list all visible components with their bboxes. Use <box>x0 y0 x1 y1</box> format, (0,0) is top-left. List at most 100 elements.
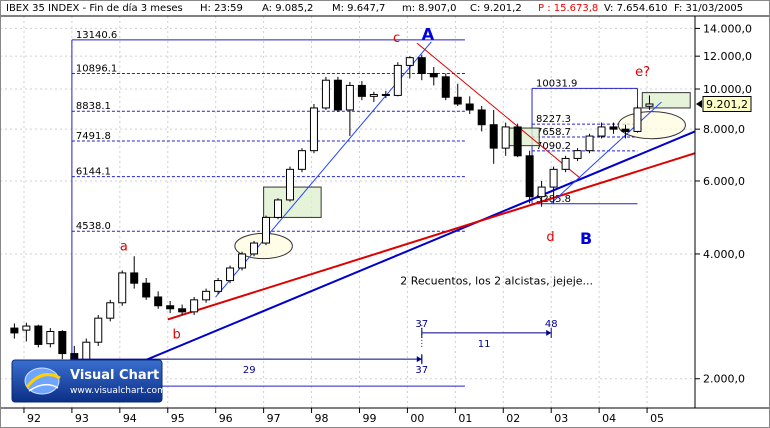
annotation-text: 2 Recuentos, los 2 alcistas, jejeje... <box>400 274 593 287</box>
candle <box>250 240 259 257</box>
header-hour: H: 23:59 <box>200 3 243 14</box>
candle-body <box>645 103 654 107</box>
header-symbol: IBEX 35 INDEX <box>6 3 80 14</box>
fib-level-label: 7491.8 <box>76 131 111 142</box>
y-tick-label: 8.000,0 <box>703 123 745 136</box>
candle-body <box>285 168 294 201</box>
candle-body <box>549 168 558 188</box>
x-tick-label: 95 <box>171 412 185 425</box>
trendline-red-downline <box>416 42 581 179</box>
visualchart-logo: Visual Chart www.visualchart.com <box>11 359 166 403</box>
candle <box>226 265 235 284</box>
candle <box>10 323 19 339</box>
candle-body <box>297 150 306 170</box>
fib-level-label: 8227.3 <box>536 114 571 125</box>
fib-level-label: 10031.9 <box>536 78 577 89</box>
highlight-box <box>641 92 691 109</box>
wave-label: e? <box>635 65 650 80</box>
candle <box>166 301 175 314</box>
candle-body <box>333 79 342 111</box>
candle <box>513 123 522 158</box>
candle <box>465 96 474 115</box>
candle <box>94 314 103 346</box>
candle-body <box>262 216 271 244</box>
candle <box>645 95 654 110</box>
candle-body <box>609 126 618 130</box>
wave-label: c <box>393 31 400 46</box>
trendline-blue-rise2 <box>550 101 662 204</box>
header-date: F: 31/03/2005 <box>674 3 743 14</box>
candle-body <box>10 327 19 334</box>
trendline-blue-support <box>66 130 696 394</box>
candle-body <box>633 107 642 132</box>
x-tick-label: 93 <box>75 412 89 425</box>
candle-body <box>453 96 462 105</box>
candle <box>130 256 139 289</box>
candle-body <box>465 103 474 111</box>
x-tick-label: 03 <box>554 412 568 425</box>
candle <box>369 91 378 103</box>
candle <box>34 324 43 348</box>
candle-body <box>130 272 139 284</box>
candle-body <box>118 272 127 304</box>
candle-body <box>369 93 378 97</box>
header-change: P : 15.673,8 <box>538 3 598 14</box>
candle <box>597 122 606 139</box>
candle-body <box>166 305 175 310</box>
candle <box>154 291 163 309</box>
candle-body <box>417 57 426 74</box>
candle-body <box>477 109 486 126</box>
x-tick-label: 97 <box>267 412 281 425</box>
header-high: M: 9.647,7 <box>332 3 385 14</box>
candle <box>549 166 558 204</box>
x-tick-label: 02 <box>506 412 520 425</box>
x-tick-label: 92 <box>27 412 41 425</box>
header-volume: V: 7.654.610 <box>604 3 667 14</box>
candle-body <box>178 308 187 313</box>
candle <box>309 104 318 154</box>
candle-body <box>106 302 115 319</box>
y-tick-label: 2.000,0 <box>703 373 745 386</box>
wave-label: d <box>546 230 554 245</box>
candle-body <box>489 124 498 149</box>
logo-title: Visual Chart <box>70 368 159 383</box>
y-tick-label: 6.000,0 <box>703 175 745 188</box>
candle-body <box>585 135 594 152</box>
logo-url: www.visualchart.com <box>70 386 166 396</box>
last-price-tag: 9.201,2 <box>696 95 752 112</box>
y-tick-label: 12.000,0 <box>703 50 752 63</box>
fib-level-label: 10896.1 <box>76 64 117 75</box>
time-counts: 29 37 11 37 48 <box>71 319 558 387</box>
count-29-label: 29 <box>243 365 256 376</box>
wave-label: b <box>173 328 181 343</box>
y-tick-label: 14.000,0 <box>703 22 752 35</box>
last-price-label: 9.201,2 <box>706 98 748 111</box>
x-tick-label: 04 <box>602 412 616 425</box>
candle-body <box>537 186 546 198</box>
candle-body <box>393 64 402 96</box>
candle-body <box>22 325 31 331</box>
count-37-48-arrow <box>546 329 552 336</box>
candle-body <box>226 267 235 282</box>
x-tick-label: 94 <box>123 412 137 425</box>
candle <box>333 76 342 113</box>
chart-header: IBEX 35 INDEX - Fin de día 3 meses H: 23… <box>6 2 743 14</box>
candle-body <box>214 280 223 292</box>
candle-body <box>345 84 354 111</box>
candle-body <box>381 93 390 96</box>
x-tick-label: 05 <box>650 412 664 425</box>
candle-body <box>525 155 534 198</box>
candle <box>178 304 187 315</box>
candle <box>393 62 402 97</box>
candle-body <box>621 128 630 132</box>
header-open: A: 9.085,2 <box>262 3 313 14</box>
candle-body <box>46 331 55 345</box>
candle <box>585 133 594 154</box>
candle <box>214 277 223 295</box>
candle <box>633 105 642 133</box>
x-tick-label: 99 <box>362 412 376 425</box>
candle <box>621 124 630 139</box>
candle-body <box>321 79 330 109</box>
candle <box>321 76 330 110</box>
